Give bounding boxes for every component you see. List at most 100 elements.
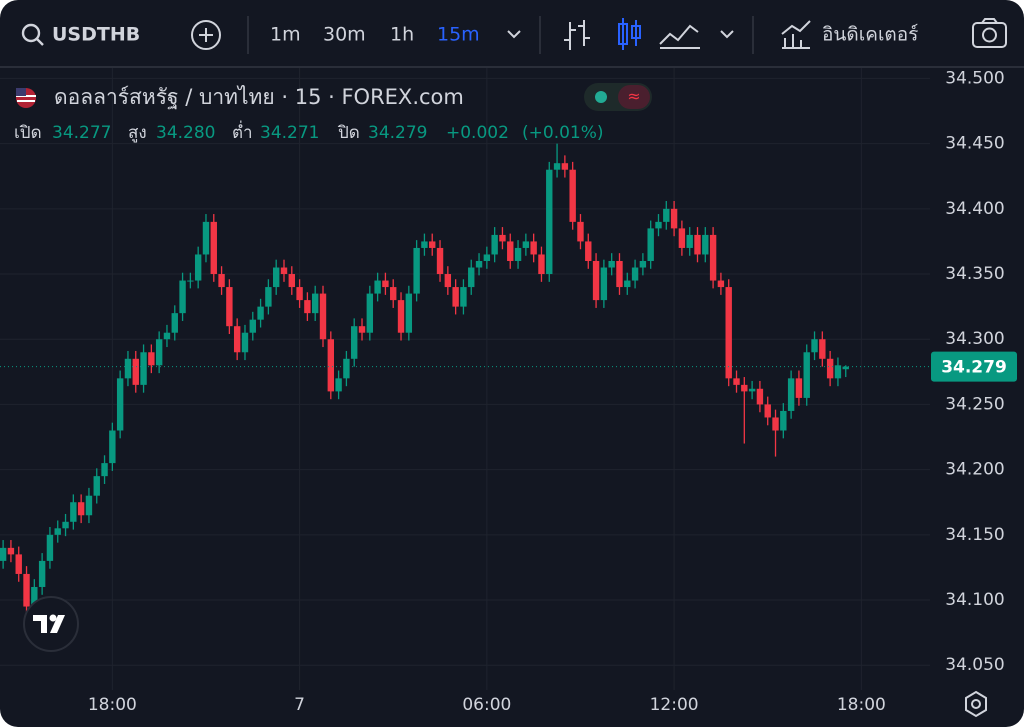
candle-body — [709, 234, 717, 281]
candle-body — [46, 534, 54, 561]
y-tick-label: 34.150 — [945, 525, 1004, 545]
candle-body — [538, 254, 545, 275]
settings-icon[interactable] — [965, 690, 987, 718]
candle-body — [327, 339, 335, 392]
candle-body — [257, 306, 264, 320]
candle-body — [460, 287, 467, 307]
candle-body — [491, 234, 498, 255]
candle-body — [101, 463, 108, 477]
candle-body — [210, 221, 217, 275]
ohlc-header: เปิด 34.277 สูง 34.280 ต่ำ 34.271 ปิด 34.279 +0.… — [14, 120, 604, 143]
candle-body — [77, 502, 85, 516]
candle-body — [202, 221, 210, 255]
candle-body — [585, 241, 592, 261]
candle-body — [304, 300, 311, 314]
last-price-tag — [931, 351, 1017, 382]
candle-body — [756, 388, 764, 405]
candle-body — [405, 293, 413, 333]
bar-style-icon[interactable] — [564, 20, 590, 50]
candle-body — [842, 366, 849, 370]
candle-body — [109, 430, 116, 464]
candle-body — [811, 339, 818, 353]
candle-body — [569, 169, 576, 222]
change-percent: (+0.01%) — [522, 123, 604, 143]
candle-body — [499, 234, 506, 242]
search-icon[interactable] — [21, 23, 44, 46]
interval[interactable]: 1m — [270, 24, 301, 46]
candle-body — [38, 560, 46, 587]
candle-body — [148, 352, 155, 366]
candle-body — [31, 586, 38, 607]
candle-body — [382, 280, 389, 288]
x-tick-label: 7 — [294, 695, 305, 715]
candle-body — [288, 274, 295, 288]
candle-body — [335, 378, 342, 392]
candle-body — [631, 267, 639, 281]
candle-body — [351, 326, 358, 359]
candle-body — [93, 476, 100, 496]
interval[interactable]: 30m — [323, 24, 366, 46]
change-value: +0.002 — [446, 123, 509, 143]
candle-body — [343, 358, 350, 379]
x-tick-label: 18:00 — [88, 695, 137, 715]
candle-body — [23, 573, 30, 607]
dropdown-arrow[interactable] — [507, 30, 521, 39]
dropdown-arrow[interactable] — [720, 30, 734, 39]
status-delayed — [618, 85, 650, 109]
tradingview-logo[interactable] — [23, 596, 79, 652]
candle-body — [678, 228, 686, 248]
candle-body — [226, 287, 233, 327]
candle-body — [241, 332, 249, 353]
candle-body — [577, 221, 584, 242]
candle-body — [421, 241, 428, 248]
last-price-label: 34.279 — [941, 358, 1007, 378]
candle-body — [592, 260, 600, 301]
ohlc-name: เปิด — [14, 123, 42, 143]
candle-body — [834, 365, 842, 379]
interval-active[interactable]: 15m — [437, 24, 480, 46]
candle-body — [686, 234, 693, 248]
y-tick-label: 34.400 — [945, 199, 1004, 219]
ohlc-value: 34.280 — [156, 123, 215, 143]
area-style-icon[interactable] — [659, 24, 700, 49]
symbol[interactable]: USDTHB — [52, 24, 140, 46]
candle-body — [647, 228, 654, 261]
candle-style-icon[interactable] — [618, 18, 641, 50]
candle-body — [390, 287, 397, 301]
candle-body — [358, 326, 366, 333]
candle-body — [741, 384, 748, 392]
candle-body — [748, 388, 756, 392]
candle-body — [655, 221, 662, 229]
candle-body — [436, 247, 444, 275]
candle-body — [179, 280, 186, 314]
candle-body — [507, 241, 514, 261]
y-tick-label: 34.200 — [945, 460, 1004, 480]
candle-body — [725, 287, 732, 379]
add-symbol-button[interactable] — [191, 20, 221, 50]
candle-body — [468, 267, 475, 288]
candle-body — [249, 319, 256, 333]
indicators-button[interactable]: อินดิเคเตอร์ — [822, 24, 918, 46]
y-tick-label: 34.100 — [945, 590, 1004, 610]
candle-body — [819, 339, 826, 359]
candle-body — [733, 378, 740, 385]
y-tick-label: 34.500 — [945, 68, 1004, 88]
candle-body — [803, 352, 810, 398]
candle-body — [717, 280, 725, 288]
snapshot-icon[interactable] — [972, 18, 1007, 48]
candle-body — [312, 293, 319, 314]
candle-body — [7, 547, 15, 555]
candle-body — [85, 495, 93, 516]
candle-body — [187, 280, 194, 282]
candle-body — [787, 378, 795, 411]
ohlc-value: 34.277 — [52, 123, 111, 143]
candle-body — [826, 358, 834, 379]
candle-body — [194, 254, 202, 281]
candle-body — [15, 554, 22, 574]
interval[interactable]: 1h — [390, 24, 414, 46]
indicators-icon[interactable] — [781, 20, 811, 49]
ohlc-name: สูง — [128, 123, 147, 143]
candle-body — [155, 339, 163, 366]
candle-body — [522, 241, 530, 248]
